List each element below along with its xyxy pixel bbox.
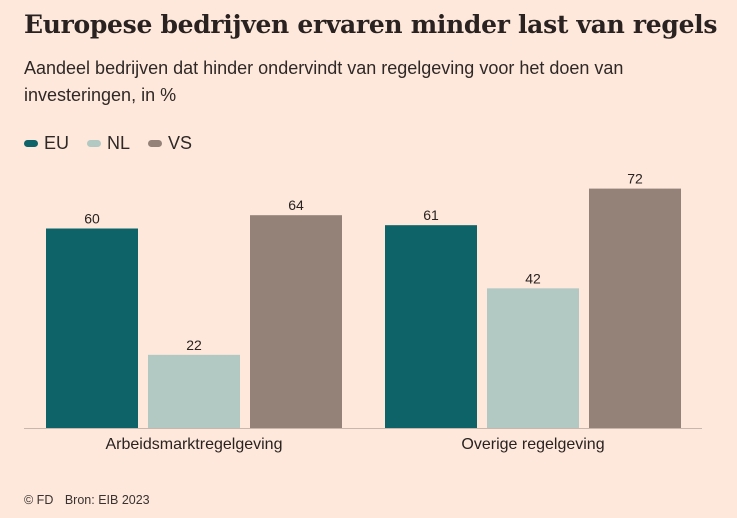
legend: EU NL VS xyxy=(24,133,192,154)
source: Bron: EIB 2023 xyxy=(64,493,150,507)
bar-eu-2 xyxy=(385,225,477,428)
legend-swatch-vs xyxy=(148,140,163,147)
legend-item-nl: NL xyxy=(87,133,130,154)
bar-nl-2 xyxy=(487,288,579,428)
bar-nl-1 xyxy=(148,354,240,428)
bar-vs-1 xyxy=(250,215,342,428)
legend-label-eu: EU xyxy=(44,133,70,153)
data-label-eu-2: 61 xyxy=(423,207,439,223)
legend-swatch-eu xyxy=(24,140,38,147)
data-label-nl-2: 42 xyxy=(525,270,541,286)
legend-swatch-nl xyxy=(87,140,102,147)
legend-label-vs: VS xyxy=(168,133,193,153)
data-label-nl-1: 22 xyxy=(186,337,202,353)
chart-title: Europese bedrijven ervaren minder last v… xyxy=(24,10,718,39)
legend-item-eu: EU xyxy=(24,133,69,154)
chart-subtitle: Aandeel bedrijven dat hinder ondervindt … xyxy=(24,58,624,105)
copyright: © FD xyxy=(24,493,54,507)
data-label-vs-2: 72 xyxy=(627,171,643,187)
data-label-vs-1: 64 xyxy=(288,197,304,213)
category-label-2: Overige regelgeving xyxy=(461,436,604,453)
legend-label-nl: NL xyxy=(107,133,131,153)
legend-item-vs: VS xyxy=(148,133,192,154)
bar-vs-2 xyxy=(589,188,681,428)
footer: © FD Bron: EIB 2023 xyxy=(24,493,158,507)
data-label-eu-1: 60 xyxy=(84,211,100,227)
category-label-1: Arbeidsmarktregelgeving xyxy=(106,436,283,453)
bar-eu-1 xyxy=(46,228,138,428)
